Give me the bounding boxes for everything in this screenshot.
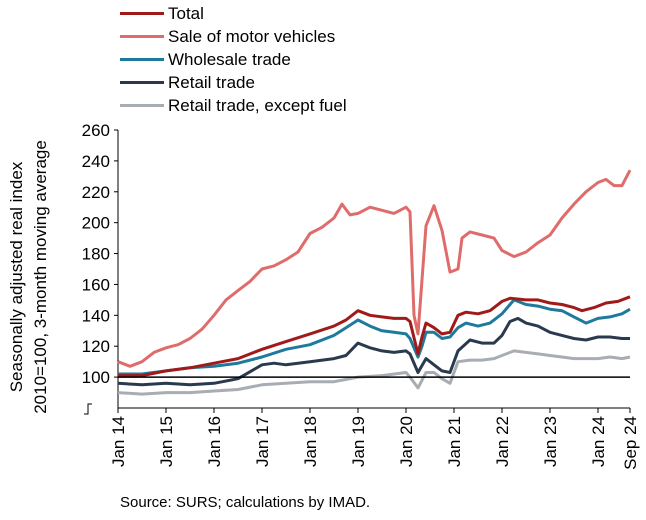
axis-break-icon bbox=[84, 403, 92, 415]
legend: Total Sale of motor vehicles Wholesale t… bbox=[120, 2, 347, 117]
line-retail bbox=[117, 316, 630, 387]
x-tick-label: Jan 23 bbox=[541, 416, 560, 467]
y-axis-label: Seasonally adjusted real index bbox=[7, 161, 26, 392]
legend-swatch-retail-except-fuel bbox=[120, 104, 164, 107]
x-tick-label: Jan 22 bbox=[493, 416, 512, 467]
legend-label-motor-vehicles: Sale of motor vehicles bbox=[168, 26, 336, 46]
line-total bbox=[118, 295, 631, 378]
x-tick-label: Jan 21 bbox=[445, 416, 464, 467]
y-tick-label: 160 bbox=[82, 275, 110, 294]
legend-label-retail-except-fuel: Retail trade, except fuel bbox=[168, 95, 347, 115]
legend-item-retail: Retail trade bbox=[120, 71, 347, 94]
y-tick-label: 180 bbox=[82, 245, 110, 264]
legend-label-wholesale: Wholesale trade bbox=[168, 49, 291, 69]
y-tick-label: 200 bbox=[82, 214, 110, 233]
legend-item-total: Total bbox=[120, 2, 347, 25]
legend-item-motor-vehicles: Sale of motor vehicles bbox=[120, 25, 347, 48]
legend-swatch-retail bbox=[120, 81, 164, 84]
y-axis-label: 2010=100, 3-month moving average bbox=[31, 140, 50, 414]
y-tick-label: 260 bbox=[82, 121, 110, 140]
x-tick-label: Jan 14 bbox=[109, 416, 128, 467]
line-retail-except-fuel bbox=[117, 349, 631, 396]
legend-label-total: Total bbox=[168, 3, 204, 23]
x-tick-label: Jan 24 bbox=[589, 416, 608, 467]
y-tick-label: 220 bbox=[82, 183, 110, 202]
y-tick-label: 140 bbox=[82, 306, 110, 325]
y-tick-label: 100 bbox=[82, 368, 110, 387]
x-tick-label: Jan 20 bbox=[397, 416, 416, 467]
y-tick-label: 120 bbox=[82, 337, 110, 356]
legend-swatch-motor-vehicles bbox=[120, 35, 164, 38]
legend-label-retail: Retail trade bbox=[168, 72, 255, 92]
legend-swatch-total bbox=[120, 12, 164, 15]
source-note: Source: SURS; calculations by IMAD. bbox=[120, 494, 371, 511]
x-tick-label: Jan 16 bbox=[205, 416, 224, 467]
x-tick-label: Sep 24 bbox=[621, 416, 640, 470]
x-tick-label: Jan 18 bbox=[301, 416, 320, 467]
line-wholesale bbox=[118, 298, 631, 376]
x-tick-label: Jan 15 bbox=[157, 416, 176, 467]
y-tick-label: 240 bbox=[82, 152, 110, 171]
line-motor-vehicles bbox=[117, 169, 632, 368]
legend-item-wholesale: Wholesale trade bbox=[120, 48, 347, 71]
x-tick-label: Jan 17 bbox=[253, 416, 272, 467]
x-tick-label: Jan 19 bbox=[349, 416, 368, 467]
legend-swatch-wholesale bbox=[120, 58, 164, 61]
legend-item-retail-except-fuel: Retail trade, except fuel bbox=[120, 94, 347, 117]
